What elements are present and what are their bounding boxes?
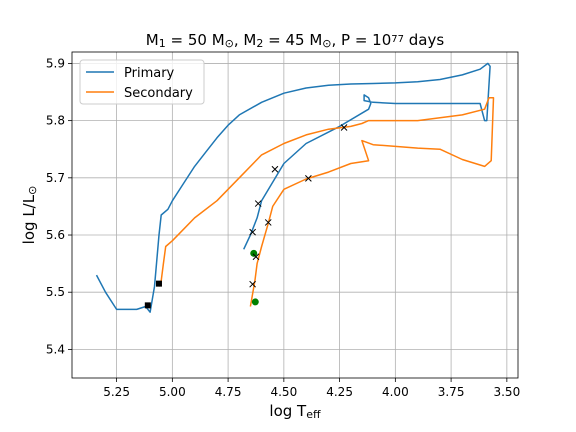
y-tick-label: 5.6 xyxy=(46,228,65,242)
legend-label-primary: Primary xyxy=(124,66,175,81)
square-marker xyxy=(155,280,162,287)
square-marker xyxy=(144,302,151,309)
legend-label-secondary: Secondary xyxy=(124,86,193,101)
x-marker xyxy=(249,228,256,236)
x-marker xyxy=(254,200,262,207)
x-axis-ticks: 5.25 5.00 4.75 4.50 4.25 4.00 3.75 3.50 xyxy=(103,378,520,399)
chart-title: M1 = 50 M⊙, M2 = 45 M⊙, P = 1077 days xyxy=(146,31,445,50)
x-tick-label: 4.50 xyxy=(270,385,297,399)
y-axis-label: log L/L⊙ xyxy=(20,186,39,245)
y-tick-label: 5.8 xyxy=(46,114,65,128)
y-tick-label: 5.9 xyxy=(46,56,65,70)
series-line-secondary xyxy=(158,97,495,307)
series-layer xyxy=(95,62,495,313)
x-axis-label: log Teff xyxy=(269,402,321,421)
grid-lines xyxy=(72,52,518,378)
x-tick-label: 3.75 xyxy=(438,385,465,399)
legend-box xyxy=(79,59,205,105)
x-marker xyxy=(252,253,260,261)
circle-marker xyxy=(251,298,259,306)
x-marker xyxy=(264,219,272,226)
x-tick-label: 3.50 xyxy=(493,385,520,399)
x-tick-label: 5.25 xyxy=(103,385,130,399)
x-tick-label: 5.00 xyxy=(159,385,186,399)
y-tick-label: 5.7 xyxy=(46,171,65,185)
series-line-primary xyxy=(95,62,491,313)
x-marker xyxy=(249,280,256,288)
x-tick-label: 4.25 xyxy=(326,385,353,399)
x-tick-label: 4.75 xyxy=(215,385,242,399)
plot-frame xyxy=(71,51,519,379)
circle-marker xyxy=(250,249,258,257)
y-axis-ticks: 5.4 5.5 5.6 5.7 5.8 5.9 xyxy=(46,56,72,356)
x-marker xyxy=(340,124,348,131)
x-tick-label: 4.00 xyxy=(382,385,409,399)
x-marker xyxy=(305,175,312,182)
y-tick-label: 5.5 xyxy=(46,285,65,299)
legend: Primary Secondary xyxy=(79,59,205,105)
x-marker xyxy=(271,165,279,173)
y-tick-label: 5.4 xyxy=(46,342,65,356)
